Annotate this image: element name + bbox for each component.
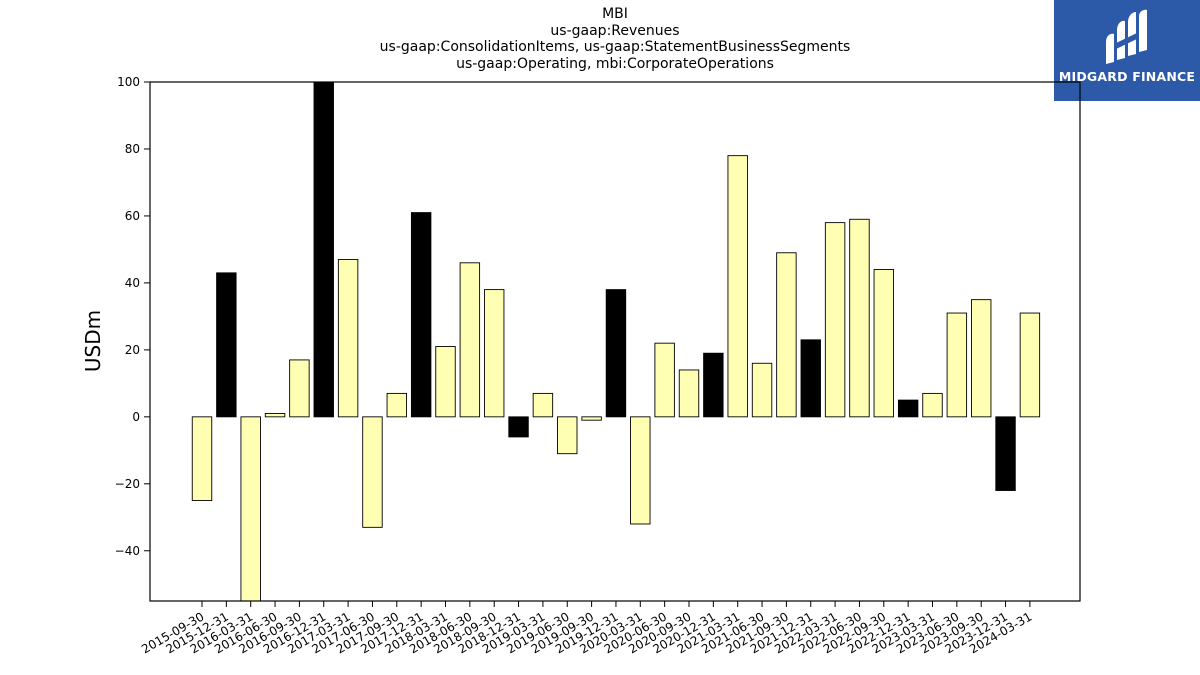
bars-group: [191, 81, 1041, 602]
x-axis: 2015-09-302015-12-312016-03-312016-06-30…: [139, 601, 1034, 656]
y-tick-label: 100: [117, 75, 140, 89]
bar-2018-09-30: [484, 289, 505, 418]
y-tick-label: −20: [115, 477, 140, 491]
bar-2018-03-31: [435, 346, 456, 418]
bar-2024-03-31: [1019, 312, 1041, 418]
midgard-logo-icon: [1106, 9, 1147, 64]
bar-2022-12-31: [897, 399, 919, 418]
bar-2019-09-30: [581, 416, 602, 421]
bar-2021-12-31: [800, 339, 821, 418]
bar-2020-03-31: [630, 416, 651, 525]
bar-2017-06-30: [362, 416, 383, 528]
bar-2016-06-30: [264, 413, 286, 418]
bar-2015-09-30: [191, 416, 213, 501]
y-axis-label: USDm: [81, 310, 105, 372]
y-tick-label: 0: [132, 410, 140, 424]
bar-2021-09-30: [776, 252, 797, 418]
chart-title: MBI us-gaap:Revenues us-gaap:Consolidati…: [150, 6, 1080, 72]
title-line-4: us-gaap:Operating, mbi:CorporateOperatio…: [456, 55, 774, 72]
bar-2017-12-31: [410, 212, 432, 418]
bar-2020-09-30: [678, 369, 700, 418]
bar-2019-03-31: [532, 392, 554, 418]
bar-2015-12-31: [216, 272, 237, 418]
bar-2017-03-31: [337, 259, 359, 418]
bar-2019-06-30: [557, 416, 578, 455]
bar-2021-03-31: [727, 155, 748, 418]
bar-2023-09-30: [971, 299, 992, 418]
bar-2020-06-30: [654, 342, 675, 418]
y-tick-label: 20: [125, 343, 140, 357]
title-line-2: us-gaap:Revenues: [550, 22, 680, 39]
bar-2021-06-30: [751, 362, 773, 418]
bar-2023-12-31: [995, 416, 1016, 491]
bar-2018-12-31: [508, 416, 529, 438]
bar-2017-09-30: [386, 392, 407, 418]
plot-frame: [149, 81, 1081, 602]
bar-2022-03-31: [824, 222, 846, 418]
title-line-1: MBI: [602, 6, 628, 22]
y-tick-label: −40: [115, 544, 140, 558]
bar-2019-12-31: [605, 289, 627, 418]
bar-2023-06-30: [946, 312, 968, 418]
logo-text: MIDGARD FINANCE: [1058, 69, 1196, 84]
y-tick-label: 60: [125, 209, 140, 223]
bar-2020-12-31: [703, 352, 724, 418]
y-tick-label: 40: [125, 276, 140, 290]
title-line-3: us-gaap:ConsolidationItems, us-gaap:Stat…: [379, 39, 851, 55]
y-tick-label: 80: [125, 142, 140, 156]
bar-2018-06-30: [459, 262, 481, 418]
bar-2016-03-31: [240, 416, 261, 602]
bar-2023-03-31: [922, 392, 943, 418]
bar-2016-12-31: [313, 81, 334, 418]
bar-2016-09-30: [289, 359, 310, 418]
midgard-finance-logo: MIDGARD FINANCE: [1054, 0, 1200, 101]
bar-2022-09-30: [873, 269, 894, 418]
bar-2022-06-30: [849, 218, 870, 418]
y-axis: −40 −20 0 20 40 60 80 100: [115, 75, 150, 558]
